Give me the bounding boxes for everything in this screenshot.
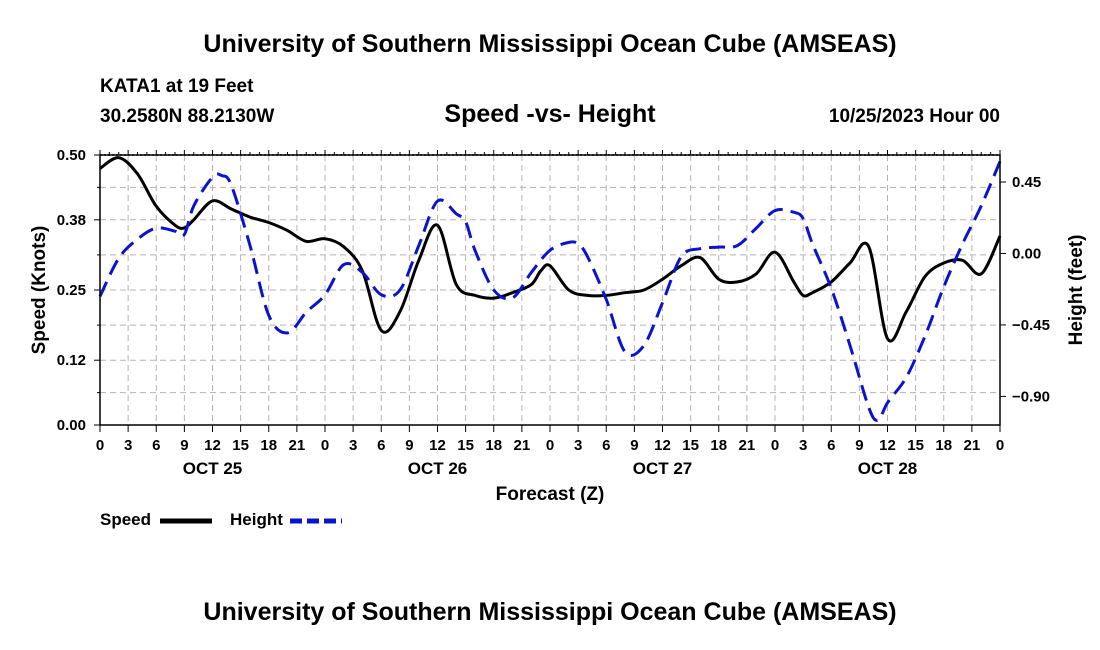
forecast-datetime: 10/25/2023 Hour 00: [828, 106, 1000, 127]
series-lines: [98, 156, 1002, 422]
x-tick-label: 21: [739, 437, 756, 454]
station-label: KATA1 at 19 Feet: [100, 76, 254, 97]
right-axis-label: Height (feet): [1066, 235, 1087, 346]
x-tick-label: 12: [654, 437, 671, 454]
x-tick-label: 6: [602, 437, 610, 454]
x-tick-label: 12: [429, 437, 446, 454]
x-tick-label: 9: [855, 437, 863, 454]
x-tick-label: 0: [321, 437, 329, 454]
x-tick-label: 21: [514, 437, 531, 454]
right-tick-label: −0.45: [1012, 317, 1050, 334]
chart-title: University of Southern Mississippi Ocean…: [203, 30, 897, 58]
x-tick-label: 6: [152, 437, 160, 454]
x-tick-label: 0: [996, 437, 1004, 454]
right-tick-label: 0.00: [1012, 245, 1041, 262]
x-tick-label: 9: [405, 437, 413, 454]
x-tick-label: 6: [827, 437, 835, 454]
left-tick-label: 0.00: [57, 417, 86, 434]
legend-speed-label: Speed: [100, 510, 151, 529]
chart-subtitle: Speed -vs- Height: [444, 100, 656, 128]
x-tick-label: 3: [349, 437, 357, 454]
day-label: OCT 27: [633, 459, 693, 478]
left-tick-label: 0.25: [57, 282, 86, 299]
x-tick-label: 0: [771, 437, 779, 454]
x-tick-label: 0: [96, 437, 104, 454]
x-tick-label: 15: [907, 437, 924, 454]
x-tick-label: 18: [935, 437, 952, 454]
x-tick-label: 15: [682, 437, 699, 454]
x-tick-label: 9: [630, 437, 638, 454]
right-tick-label: −0.90: [1012, 388, 1050, 405]
x-tick-label: 6: [377, 437, 385, 454]
x-tick-label: 18: [485, 437, 502, 454]
series-line-height: [98, 160, 1002, 422]
left-tick-label: 0.12: [57, 352, 86, 369]
x-tick-label: 18: [710, 437, 727, 454]
legend: Speed Height: [100, 510, 342, 529]
x-tick-label: 21: [289, 437, 306, 454]
day-label: OCT 26: [408, 459, 468, 478]
day-label: OCT 28: [858, 459, 918, 478]
x-tick-label: 3: [124, 437, 132, 454]
footer-title: University of Southern Mississippi Ocean…: [203, 598, 897, 626]
x-tick-label: 21: [964, 437, 981, 454]
x-tick-label: 15: [232, 437, 249, 454]
day-label: OCT 25: [183, 459, 243, 478]
x-tick-label: 15: [457, 437, 474, 454]
x-tick-label: 0: [546, 437, 554, 454]
station-coordinates: 30.2580N 88.2130W: [100, 106, 275, 127]
x-tick-label: 9: [180, 437, 188, 454]
x-tick-label: 12: [204, 437, 221, 454]
x-tick-label: 3: [574, 437, 582, 454]
left-tick-label: 0.50: [57, 147, 86, 164]
left-tick-label: 0.38: [57, 212, 86, 229]
x-tick-label: 3: [799, 437, 807, 454]
plot-frame: [94, 150, 1006, 432]
x-tick-label: 12: [879, 437, 896, 454]
legend-height-label: Height: [230, 510, 283, 529]
left-axis-label: Speed (Knots): [29, 226, 50, 355]
x-tick-label: 18: [260, 437, 277, 454]
x-axis-label: Forecast (Z): [496, 484, 605, 505]
axis-labels: Forecast (Z) Speed (Knots) Height (feet)…: [29, 147, 1087, 505]
right-tick-label: 0.45: [1012, 174, 1041, 191]
